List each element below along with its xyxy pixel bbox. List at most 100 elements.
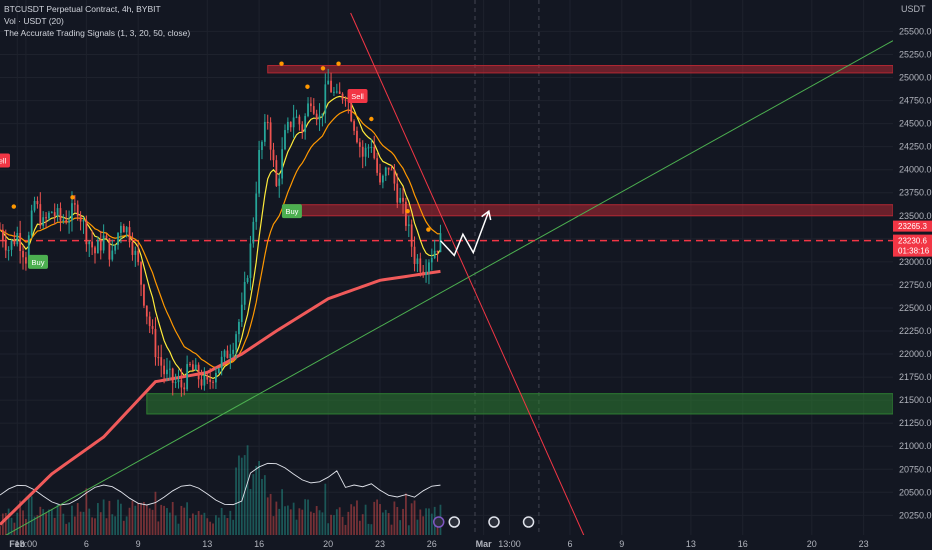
volume-bar: [402, 508, 404, 535]
candle-body: [373, 147, 376, 159]
volume-bar: [85, 488, 88, 535]
candle-body: [255, 193, 258, 222]
volume-bar: [284, 506, 286, 535]
volume-bar: [384, 509, 387, 535]
zone-resistance-top: [267, 65, 894, 74]
candle-body: [284, 130, 286, 150]
volume-bar: [396, 507, 399, 535]
price-tick-label: 23750.0: [899, 188, 932, 198]
volume-bar: [4, 513, 7, 535]
volume-bar: [370, 524, 373, 535]
candle-body: [419, 258, 422, 272]
candle-body: [157, 357, 160, 359]
volume-bar: [76, 503, 79, 535]
volume-bar: [419, 509, 422, 535]
candle-body: [312, 106, 315, 114]
volume-bar: [215, 515, 217, 535]
volume-bar: [33, 516, 36, 535]
volume-bar: [48, 509, 50, 535]
volume-bar: [266, 497, 269, 535]
volume-bar: [168, 512, 171, 535]
price-tick-label: 22000.0: [899, 349, 932, 359]
price-line-label: 23265.3: [898, 222, 927, 231]
chart-title: BTCUSDT Perpetual Contract, 4h, BYBIT: [4, 4, 161, 14]
candle-body: [425, 271, 427, 275]
candle-body: [238, 321, 240, 335]
signals: Sell Buy Buy Sell: [0, 88, 368, 269]
volume-bar: [148, 508, 151, 535]
volume-bar: [120, 503, 122, 535]
candle-body: [384, 167, 387, 176]
volume-bar: [350, 504, 353, 535]
volume-bar: [310, 511, 312, 535]
volume-bar: [7, 508, 10, 535]
price-axis[interactable]: USDT20000.020250.020500.020750.021000.02…: [893, 0, 932, 550]
signal-sell-badge: [0, 153, 10, 168]
candle-body: [436, 250, 439, 253]
candle-body: [128, 227, 131, 243]
event-flag-icon: [448, 516, 461, 528]
candle-body: [405, 201, 407, 226]
candle-body: [27, 235, 30, 264]
candle-body: [333, 91, 335, 93]
volume-bar: [390, 524, 393, 535]
volume-bar: [344, 524, 347, 535]
volume-bar: [301, 509, 304, 535]
volume-bar: [27, 497, 30, 535]
candle-body: [399, 197, 402, 203]
candle-body: [117, 232, 119, 246]
candle-body: [433, 250, 436, 258]
price-tick-label: 22250.0: [899, 326, 932, 336]
price-tick-label: 23000.0: [899, 257, 932, 267]
candle-body: [30, 210, 33, 236]
price-tick-label: 25500.0: [899, 26, 932, 36]
ema-fast-line: [0, 95, 441, 380]
candle-body: [235, 334, 237, 350]
volume-bar: [117, 499, 119, 535]
volume-bar: [59, 503, 62, 535]
candle-body: [33, 201, 36, 211]
signal-buy-label: Buy: [32, 258, 45, 267]
volume-bar: [304, 499, 307, 535]
time-tick-label: 23: [375, 539, 385, 549]
volume-bar: [108, 500, 111, 535]
volume-bar: [73, 516, 76, 535]
volume-bar: [217, 517, 220, 535]
candles: [0, 61, 442, 397]
candle-body: [361, 146, 364, 157]
volume-bar: [252, 474, 255, 535]
volume-bar: [387, 513, 390, 535]
candle-body: [281, 149, 284, 179]
volume-bar: [163, 505, 165, 535]
signals-indicator-label: The Accurate Trading Signals (1, 3, 20, …: [4, 28, 191, 38]
candle-body: [108, 238, 111, 260]
candle-body: [249, 243, 252, 278]
volume-bar: [145, 504, 148, 535]
candle-body: [379, 172, 381, 183]
candle-body: [370, 147, 373, 149]
candle-body: [168, 368, 171, 370]
volume-bar: [393, 501, 396, 535]
candle-body: [390, 169, 393, 171]
candle-body: [324, 84, 327, 114]
volume-bar: [197, 511, 200, 535]
candle-body: [183, 387, 186, 390]
candle-body: [68, 220, 70, 223]
volume-bar: [1, 513, 4, 535]
volume-bar: [292, 502, 295, 535]
candle-body: [226, 350, 229, 359]
volume-bar: [324, 483, 327, 535]
candle-body: [1, 229, 4, 241]
indicator-lines: [0, 95, 441, 526]
candle-body: [122, 225, 125, 233]
price-tick-label: 21250.0: [899, 418, 932, 428]
candle-body: [246, 277, 249, 283]
candle-body: [120, 225, 122, 233]
volume-bar: [289, 509, 292, 535]
last-price-label: 23230.6: [898, 237, 927, 246]
time-tick-label: 9: [136, 539, 141, 549]
candle-body: [243, 282, 246, 305]
price-axis-bg: [893, 0, 932, 550]
